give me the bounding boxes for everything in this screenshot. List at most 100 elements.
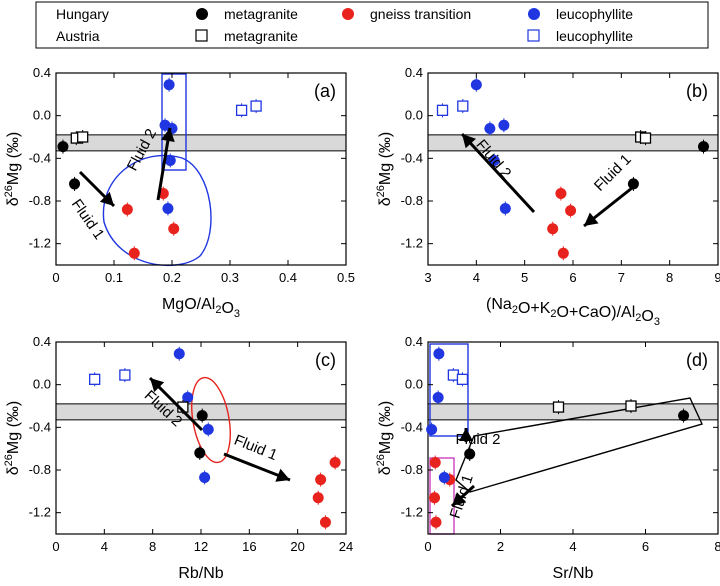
x-tick-label: 4	[569, 539, 576, 554]
y-tick-label: -1.2	[29, 505, 51, 520]
panel-label: (d)	[686, 350, 708, 370]
fluid-annotation: Fluid 1	[591, 151, 635, 195]
data-point	[557, 247, 569, 259]
data-point	[430, 516, 442, 528]
fluid-arrow-head	[150, 378, 165, 393]
data-point	[457, 100, 469, 112]
fluid-arrow-shaft	[460, 132, 536, 214]
legend-label-austria-metagranite: metagranite	[224, 28, 298, 44]
data-point	[89, 373, 101, 385]
data-point	[315, 474, 327, 486]
x-tick-label: 8	[149, 539, 156, 554]
data-point	[555, 188, 567, 200]
x-tick-label: 5	[521, 270, 528, 285]
fluid-arrow-head	[160, 128, 175, 142]
y-tick-label: -0.4	[29, 419, 51, 434]
legend-label-austria-leucophyllite: leucophyllite	[556, 28, 633, 44]
y-tick-label: -0.4	[401, 419, 423, 434]
x-tick-label: 7	[618, 270, 625, 285]
x-axis-label: Rb/Nb	[178, 565, 223, 582]
data-point	[199, 471, 211, 483]
y-axis-label: δ26Mg (‰)	[375, 401, 394, 475]
data-point	[484, 122, 496, 134]
x-tick-label: 24	[339, 539, 353, 554]
y-tick-label: -1.2	[29, 236, 51, 251]
data-point	[464, 448, 476, 460]
data-point	[182, 391, 194, 403]
data-point	[312, 492, 324, 504]
fluid-arrow-head	[99, 191, 114, 206]
data-point	[438, 471, 450, 483]
data-point	[498, 119, 510, 131]
data-point	[119, 369, 131, 381]
data-point	[432, 391, 444, 403]
data-point	[488, 154, 500, 166]
x-tick-label: 4	[473, 270, 480, 285]
y-tick-label: 0.4	[33, 334, 51, 349]
plot-frame	[55, 341, 347, 535]
data-point	[69, 178, 81, 190]
x-tick-label: 0	[52, 539, 59, 554]
data-point	[173, 348, 185, 360]
data-point	[426, 423, 438, 435]
data-point	[470, 79, 482, 91]
x-tick-label: 0.3	[221, 270, 239, 285]
data-point	[565, 205, 577, 217]
fluid-arrow-head	[462, 134, 476, 149]
panel-c: 0 4 8 12 16 20 24 0.4 0.0 -0.4 -0.8 -1.2 Rb/Nb δ26Mg …	[3, 334, 353, 582]
data-point	[77, 131, 89, 143]
panel-b: 3 4 5 6 7 8 9 0.4 0.0 -0.4 -0.8 -1.2 (Na2O+K2O+CaO)/…	[375, 65, 720, 328]
x-axis-label: Sr/Nb	[553, 565, 594, 582]
plot-frame	[55, 72, 347, 266]
y-tick-label: 0.4	[405, 65, 423, 80]
y-axis-label: δ26Mg (‰)	[3, 401, 22, 475]
legend-region-hungary: Hungary	[56, 6, 109, 22]
y-tick-label: -0.8	[29, 462, 51, 477]
legend-marker-austria-metagranite	[195, 29, 208, 42]
y-tick-label: -0.8	[401, 462, 423, 477]
data-point	[436, 104, 449, 116]
data-point	[235, 104, 248, 116]
x-tick-label: 4	[101, 539, 108, 554]
data-point	[168, 223, 180, 235]
x-tick-label: 8	[666, 270, 673, 285]
data-point	[196, 410, 208, 422]
panel-label: (c)	[315, 350, 336, 370]
data-point	[329, 457, 341, 469]
legend-label-hungary-leucophyllite: leucophyllite	[556, 6, 633, 22]
data-point	[627, 178, 639, 190]
legend-label-hungary-gneiss: gneiss transition	[370, 6, 471, 22]
y-tick-label: 0.0	[405, 377, 423, 392]
data-point	[163, 79, 175, 91]
fluid-arrow-head	[584, 212, 599, 226]
data-point	[552, 401, 565, 413]
y-tick-label: -0.8	[29, 193, 51, 208]
data-point	[429, 457, 441, 469]
legend-marker-hungary-metagranite	[196, 8, 208, 20]
data-point	[202, 423, 214, 435]
x-tick-label: 12	[194, 539, 208, 554]
y-tick-label: 0.4	[405, 334, 423, 349]
data-point	[250, 100, 262, 112]
x-axis-label: (Na2O+K2O+CaO)/Al2O3	[486, 296, 660, 328]
y-tick-label: -1.2	[401, 236, 423, 251]
fluid-arrow-head	[452, 492, 467, 506]
legend: Hungary Austria metagranite gneiss trans…	[35, 1, 709, 49]
y-tick-label: 0.0	[33, 377, 51, 392]
data-point	[319, 516, 331, 528]
reference-band	[55, 134, 347, 152]
legend-label-hungary-metagranite: metagranite	[224, 6, 298, 22]
data-point	[128, 247, 140, 259]
x-tick-label: 3	[424, 270, 431, 285]
y-tick-label: -0.4	[401, 150, 423, 165]
x-tick-label: 20	[290, 539, 304, 554]
y-tick-label: 0.0	[405, 108, 423, 123]
panel-label: (a)	[314, 81, 336, 101]
x-tick-label: 2	[497, 539, 504, 554]
group-outline-box	[429, 343, 469, 437]
y-axis-label: δ26Mg (‰)	[3, 132, 22, 206]
y-tick-label: -0.4	[29, 150, 51, 165]
data-point	[194, 447, 206, 459]
legend-box	[35, 1, 709, 49]
